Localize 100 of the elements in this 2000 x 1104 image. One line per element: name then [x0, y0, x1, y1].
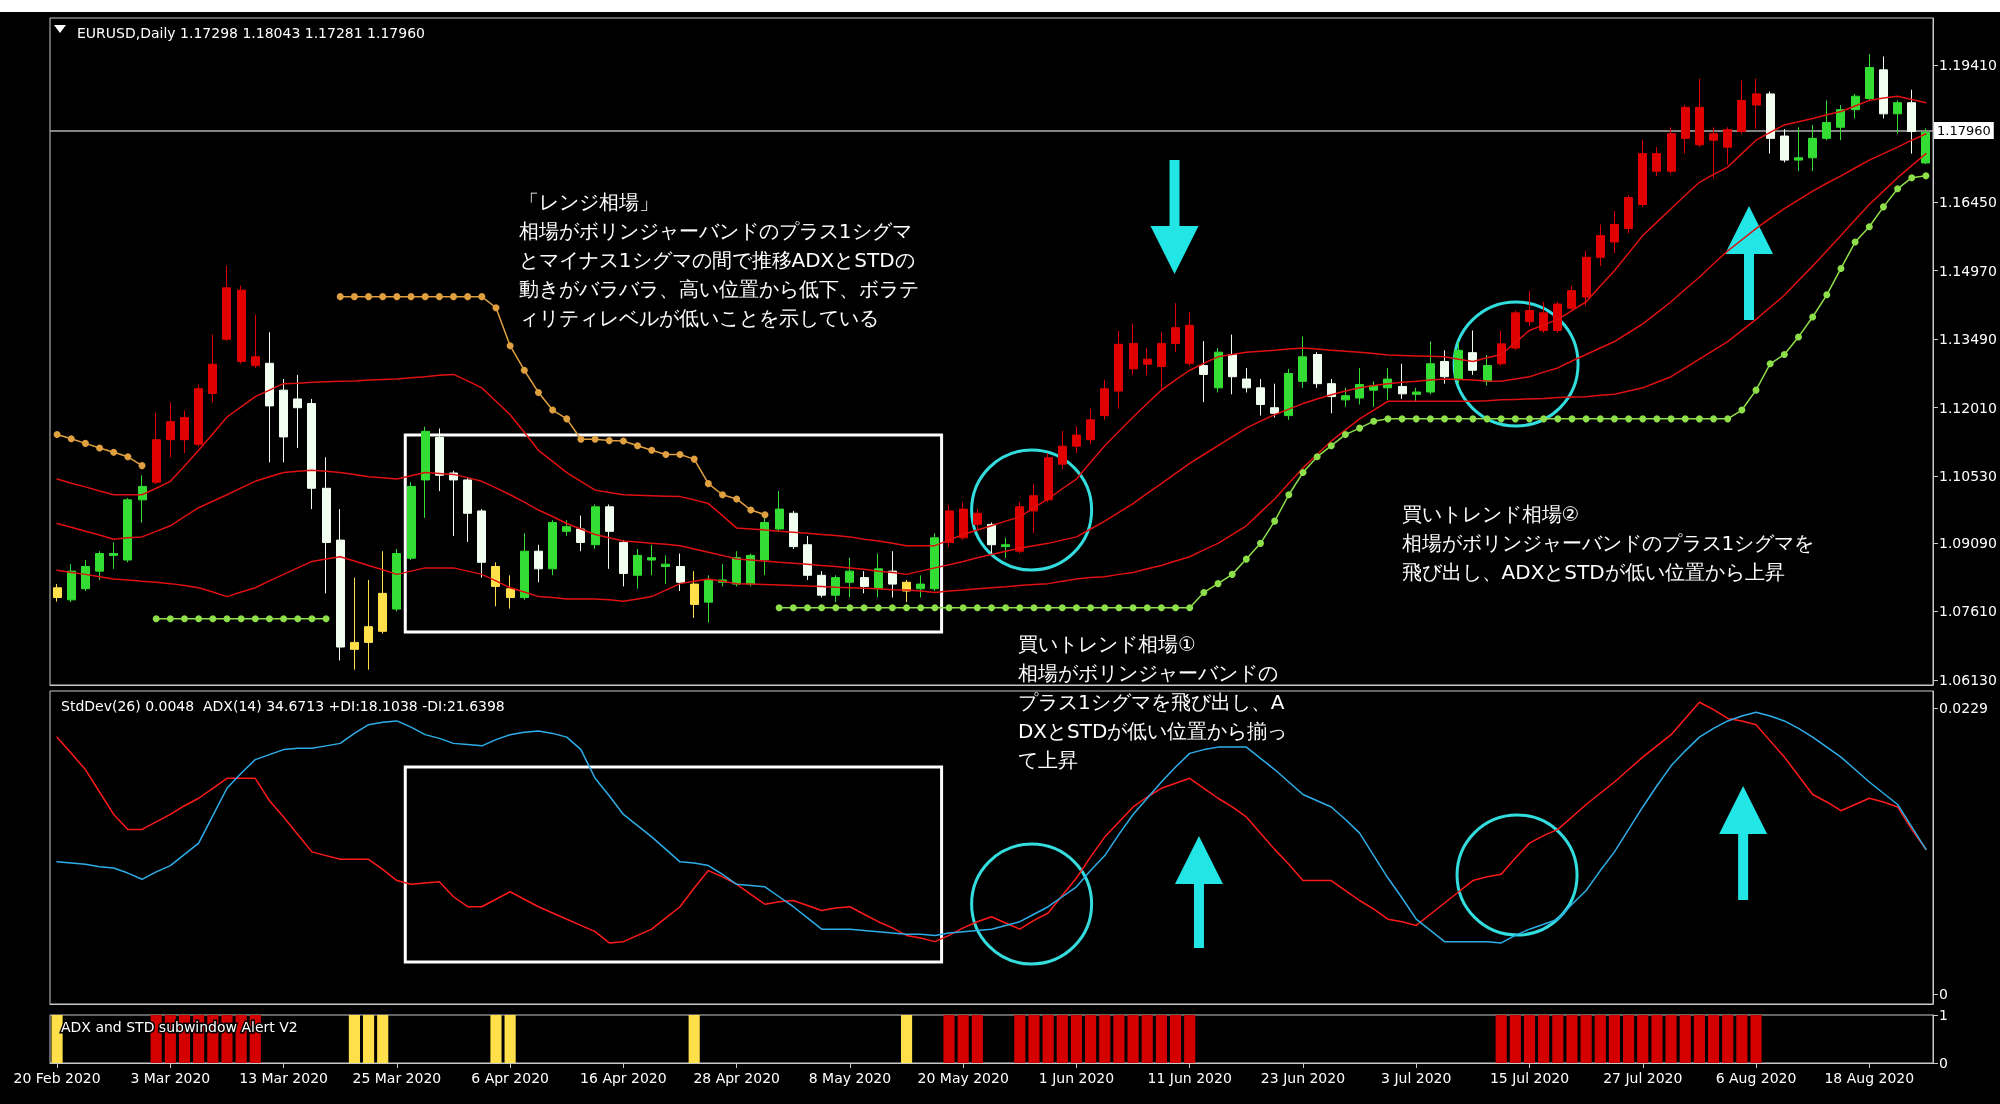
point — [591, 435, 599, 443]
candlestick — [166, 401, 175, 458]
annotation: 相場がボリンジャーバンドのプラス1シグマを飛び出し、ADXとSTDが低い位置から上昇 — [1401, 530, 1816, 586]
y-tick-label: 1.14970 — [1939, 262, 1997, 279]
candlestick — [208, 334, 217, 403]
candlestick — [336, 508, 345, 661]
point — [478, 293, 486, 301]
candlestick — [392, 548, 401, 612]
point — [350, 293, 358, 301]
candlestick — [477, 508, 486, 579]
candlestick — [364, 579, 373, 671]
candlestick — [152, 412, 161, 485]
candlestick — [1553, 301, 1562, 334]
y-tick-label: 1.07610 — [1939, 603, 1997, 620]
candlestick — [1497, 329, 1506, 367]
candlestick — [789, 510, 798, 550]
candlestick — [1058, 430, 1067, 470]
x-tick-label: 13 Mar 2020 — [239, 1070, 328, 1086]
point — [619, 437, 627, 445]
ref-line-label: 1.17960 — [1937, 122, 1991, 138]
point — [520, 366, 528, 374]
x-tick-label: 28 Apr 2020 — [693, 1070, 780, 1086]
candlestick — [1582, 250, 1591, 307]
candlestick — [123, 497, 132, 563]
candlestick — [506, 574, 515, 610]
candlestick — [1596, 223, 1605, 267]
candlestick — [307, 398, 316, 510]
candlestick — [1242, 367, 1251, 393]
candlestick — [860, 570, 869, 594]
candlestick — [293, 374, 302, 449]
candlestick — [1426, 341, 1435, 395]
candlestick — [180, 410, 189, 454]
x-tick-label: 23 Jun 2020 — [1260, 1070, 1346, 1086]
candlestick — [1072, 425, 1081, 454]
y-tick-label: 0 — [1939, 986, 1948, 1003]
y-tick-label: 1.12010 — [1939, 399, 1997, 416]
x-tick-label: 16 Apr 2020 — [580, 1070, 667, 1086]
candlestick — [704, 574, 713, 624]
candlestick — [1681, 104, 1690, 155]
candlestick — [1114, 330, 1123, 410]
candlestick — [1709, 126, 1718, 179]
candlestick — [1256, 378, 1265, 417]
point — [690, 455, 698, 463]
point — [435, 293, 443, 301]
point — [676, 450, 684, 458]
x-tick-label: 1 Jun 2020 — [1038, 1070, 1115, 1086]
point — [605, 437, 613, 445]
annotation: 買いトレンド相場② — [1401, 501, 1581, 528]
candlestick — [1468, 329, 1477, 376]
candlestick — [888, 550, 897, 599]
point — [393, 293, 401, 301]
point — [379, 293, 387, 301]
candlestick — [109, 541, 118, 570]
annotation: 買いトレンド相場① — [1017, 631, 1197, 658]
candlestick — [1865, 53, 1874, 101]
point — [421, 293, 429, 301]
candlestick — [421, 426, 430, 519]
point — [336, 293, 344, 301]
annotation: 「レンジ相場」 — [518, 189, 660, 216]
candlestick — [1129, 323, 1138, 376]
candlestick — [1539, 301, 1548, 334]
candlestick — [81, 559, 90, 592]
text: EURUSD,Daily 1.17298 1.18043 1.17281 1.17960 — [77, 25, 425, 41]
candlestick — [279, 378, 288, 463]
candlestick — [633, 548, 642, 590]
candlestick — [237, 285, 246, 365]
candlestick — [1214, 347, 1223, 393]
candlestick — [322, 456, 331, 594]
x-tick-label: 15 Jul 2020 — [1489, 1070, 1570, 1086]
candlestick — [1638, 139, 1647, 208]
y-tick-label: 1.16450 — [1939, 194, 1997, 211]
candlestick — [251, 314, 260, 369]
candlestick — [1398, 363, 1407, 400]
point — [450, 293, 457, 301]
candlestick — [1822, 99, 1831, 141]
candlestick — [930, 532, 939, 592]
x-tick-label: 25 Mar 2020 — [352, 1070, 442, 1086]
x-tick-label: 8 May 2020 — [808, 1070, 892, 1086]
point — [492, 304, 500, 312]
x-tick-label: 20 Feb 2020 — [13, 1070, 101, 1086]
candlestick — [1355, 367, 1364, 405]
candlestick — [1667, 126, 1676, 175]
candlestick — [1511, 310, 1520, 351]
point — [704, 480, 712, 488]
point — [138, 462, 146, 470]
candlestick — [1341, 387, 1350, 408]
text: StdDev(26) 0.0048 ADX(14) 34.6713 +DI:18.1038 -DI:21.6398 — [61, 698, 505, 714]
x-tick-label: 6 Apr 2020 — [471, 1070, 549, 1086]
candlestick — [1483, 354, 1492, 387]
candlestick — [194, 384, 203, 448]
candlestick — [1794, 126, 1803, 172]
point — [96, 444, 104, 452]
x-tick-label: 3 Jul 2020 — [1381, 1070, 1452, 1086]
x-tick-label: 18 Aug 2020 — [1824, 1070, 1915, 1086]
point — [67, 435, 75, 443]
annotation: 相場がボリンジャーバンドのプラス1シグマを飛び出し、ADXとSTDが低い位置から揃って上昇 — [1017, 660, 1289, 774]
candlestick — [605, 503, 614, 570]
candlestick — [1893, 99, 1902, 135]
candlestick — [378, 550, 387, 635]
point — [365, 293, 373, 301]
